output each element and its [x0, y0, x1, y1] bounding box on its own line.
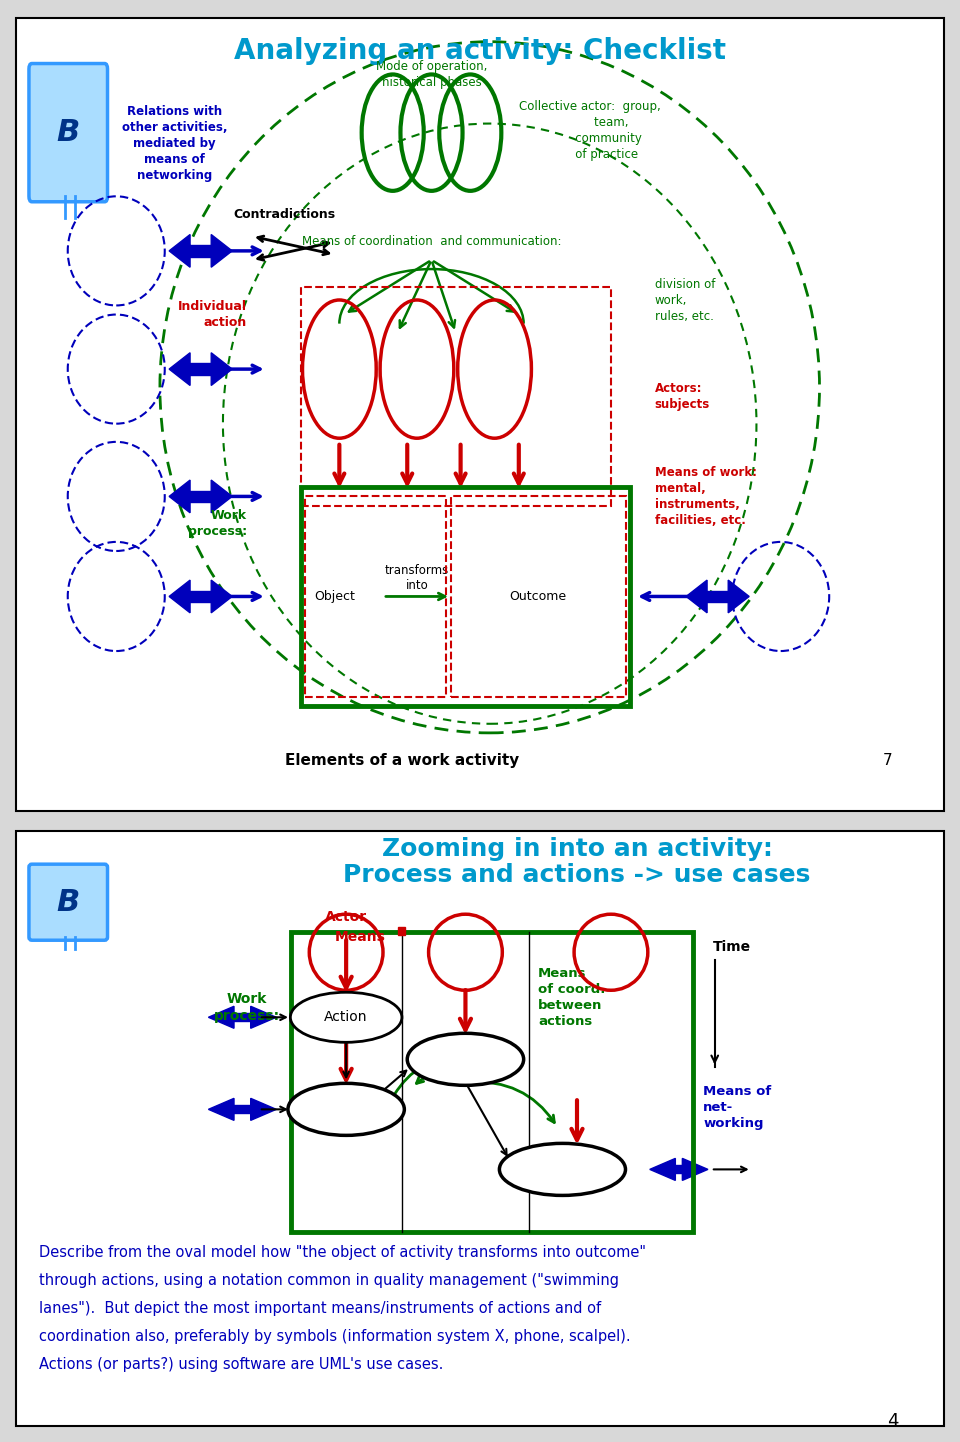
Text: Work
process:: Work process: [214, 992, 280, 1022]
Text: Actors:
subjects: Actors: subjects [655, 382, 709, 411]
Text: Outcome: Outcome [510, 590, 566, 603]
Ellipse shape [407, 1034, 523, 1086]
Polygon shape [671, 1165, 686, 1174]
Polygon shape [229, 1014, 255, 1021]
Text: Relations with
other activities,
mediated by
means of
networking: Relations with other activities, mediate… [122, 105, 228, 182]
Bar [397, 927, 405, 936]
Ellipse shape [290, 992, 402, 1043]
Text: Collective actor:  group,
                    team,
               community
   : Collective actor: group, team, community [518, 99, 660, 162]
Text: 7: 7 [882, 753, 892, 767]
Polygon shape [704, 591, 732, 603]
Text: 4: 4 [887, 1412, 899, 1430]
Polygon shape [211, 353, 232, 385]
FancyBboxPatch shape [29, 864, 108, 940]
Text: B: B [56, 888, 80, 917]
Text: Actor: Actor [325, 910, 368, 924]
Bar [300, 287, 611, 506]
Text: coordination also, preferably by symbols (information system X, phone, scalpel).: coordination also, preferably by symbols… [38, 1330, 631, 1344]
Text: lanes").  But depict the most important means/instruments of actions and of: lanes"). But depict the most important m… [38, 1301, 601, 1317]
Text: Work
process:: Work process: [188, 509, 248, 538]
Text: Object: Object [314, 590, 355, 603]
Polygon shape [208, 1007, 234, 1028]
Ellipse shape [499, 1144, 626, 1195]
Text: Contradictions: Contradictions [233, 208, 335, 221]
Polygon shape [251, 1007, 276, 1028]
Polygon shape [211, 480, 232, 513]
Polygon shape [211, 235, 232, 267]
Polygon shape [186, 363, 215, 375]
Text: through actions, using a notation common in quality management ("swimming: through actions, using a notation common… [38, 1273, 618, 1288]
Polygon shape [186, 245, 215, 257]
Polygon shape [683, 1158, 708, 1181]
Polygon shape [169, 480, 190, 513]
Bar [451, 496, 626, 696]
Text: Describe from the oval model how "the object of activity transforms into outcome: Describe from the oval model how "the ob… [38, 1244, 646, 1260]
Text: transforms
into: transforms into [385, 564, 449, 593]
Text: Means
of coord.
between
actions: Means of coord. between actions [539, 966, 606, 1028]
Polygon shape [686, 580, 708, 613]
Bar [291, 932, 693, 1233]
Polygon shape [251, 1099, 276, 1120]
Text: division of
work,
rules, etc.: division of work, rules, etc. [655, 278, 715, 323]
FancyBboxPatch shape [29, 63, 108, 202]
Text: Actions (or parts?) using software are UML's use cases.: Actions (or parts?) using software are U… [38, 1357, 443, 1371]
Polygon shape [229, 1106, 255, 1113]
Polygon shape [729, 580, 749, 613]
Text: Means: Means [334, 930, 385, 945]
Polygon shape [650, 1158, 675, 1181]
Text: Process and actions -> use cases: Process and actions -> use cases [344, 864, 810, 887]
Text: B: B [56, 118, 80, 147]
Polygon shape [169, 235, 190, 267]
Bar [300, 487, 631, 705]
Polygon shape [169, 353, 190, 385]
Text: Analyzing an activity: Checklist: Analyzing an activity: Checklist [234, 37, 726, 65]
Polygon shape [169, 580, 190, 613]
Text: Action: Action [324, 1011, 368, 1024]
Text: Individual
action: Individual action [179, 300, 248, 329]
Polygon shape [186, 490, 215, 502]
Text: Means of coordination  and communication:: Means of coordination and communication: [301, 235, 562, 248]
Text: Means of work:
mental,
instruments,
facilities, etc.: Means of work: mental, instruments, faci… [655, 466, 756, 526]
Bar [305, 496, 446, 696]
Text: Elements of a work activity: Elements of a work activity [285, 753, 519, 767]
Text: Means of
net-
working: Means of net- working [703, 1084, 771, 1131]
Polygon shape [208, 1099, 234, 1120]
Text: Time: Time [712, 940, 751, 955]
Polygon shape [211, 580, 232, 613]
Ellipse shape [288, 1083, 404, 1135]
Polygon shape [186, 591, 215, 603]
Text: Mode of operation,
historical phases: Mode of operation, historical phases [375, 61, 487, 89]
Text: Zooming in into an activity:: Zooming in into an activity: [381, 838, 773, 861]
